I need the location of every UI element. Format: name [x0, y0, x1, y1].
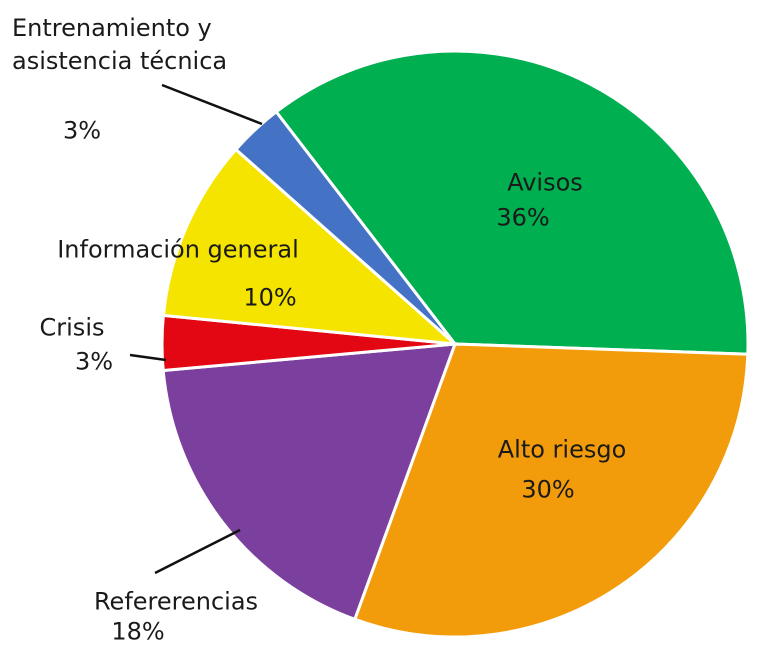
pie-slice: [161, 147, 460, 346]
pie: [160, 49, 750, 639]
pie-slice: [161, 342, 458, 622]
slice-label: 30%: [521, 475, 575, 504]
slice-label: 36%: [496, 203, 550, 232]
slice-label: Avisos: [507, 168, 583, 197]
leader-line: [129, 353, 167, 362]
slice-label: 3%: [74, 347, 114, 376]
slice-label: 18%: [111, 617, 165, 646]
slice-label: Alto riesgo: [497, 435, 627, 464]
leader-line: [154, 528, 241, 575]
pie-slice: [352, 342, 750, 639]
pie-slice: [233, 109, 457, 346]
pie-slice: [274, 49, 750, 356]
slice-label: 3%: [62, 116, 102, 145]
leader-line: [161, 83, 263, 126]
slice-label: 10%: [243, 283, 297, 312]
slice-label: Entrenamiento y asistencia técnica: [12, 14, 228, 75]
slice-label: Refererencias: [93, 587, 259, 616]
slice-label: Información general: [57, 235, 299, 264]
slice-label: Crisis: [39, 313, 105, 342]
